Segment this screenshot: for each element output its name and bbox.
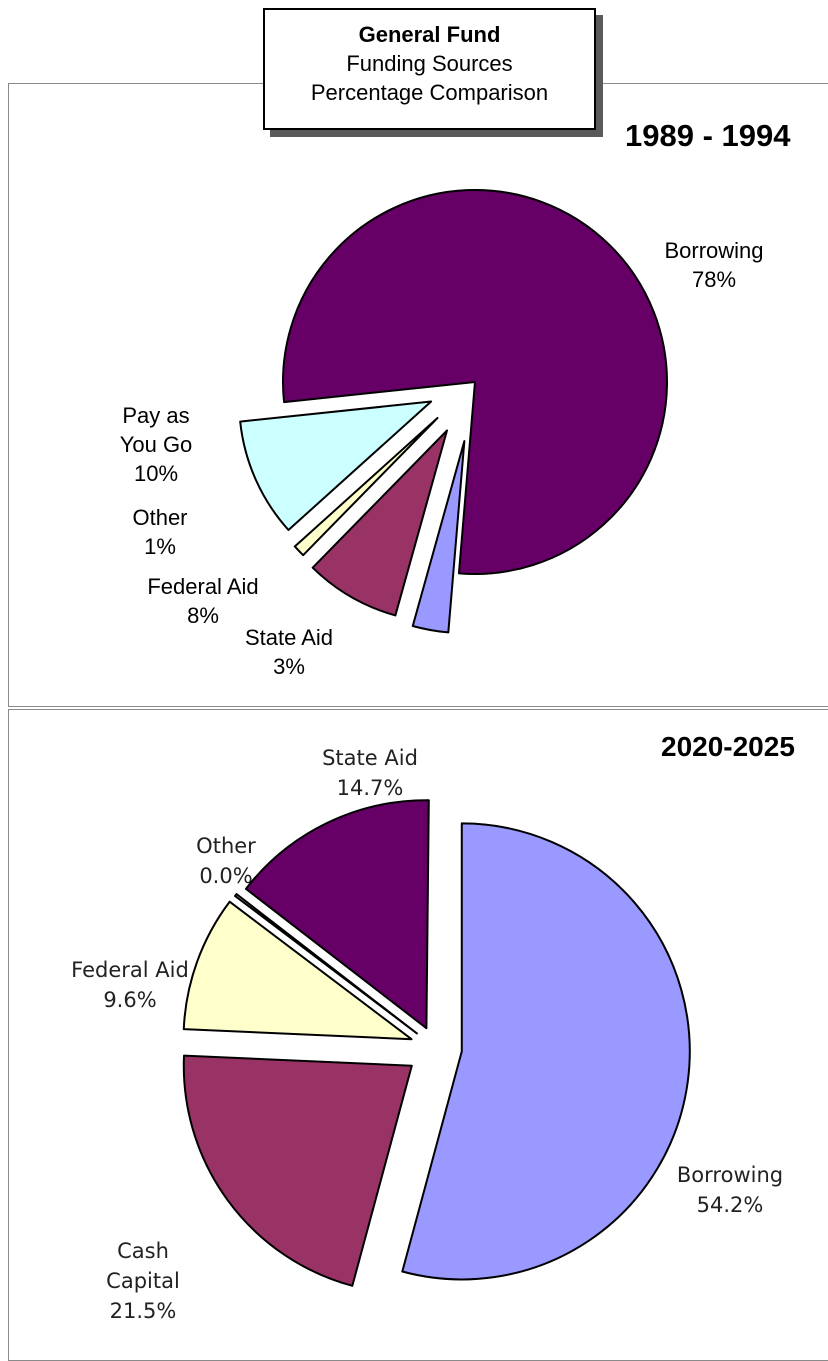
period-label-2020: 2020-2025 [661, 731, 795, 762]
label-other-1989: Other 1% [132, 505, 188, 559]
label-cash-capital-2020: Cash Capital 21.5% [106, 1239, 180, 1323]
chart-panel-1989 [8, 83, 828, 707]
label-borrowing-2020: Borrowing 54.2% [676, 1163, 784, 1217]
pie-slice-borrowing-2020 [401, 822, 691, 1281]
label-federal-2020: Federal Aid 9.6% [71, 958, 189, 1012]
pie-slice-pay-as-you-go-1989 [239, 400, 433, 531]
pie-slice-borrowing-1989 [282, 189, 668, 575]
label-state-2020: State Aid 14.7% [322, 746, 418, 800]
pie-slice-state-aid-1989 [411, 440, 466, 634]
label-other-2020: Other 0.0% [196, 834, 256, 888]
pie-slice-federal-aid-1989 [311, 429, 448, 617]
title-line-2: Funding Sources [346, 51, 513, 76]
title-line-3: Percentage Comparison [310, 80, 549, 105]
pie-slice-other-2020 [234, 893, 418, 1035]
label-payg-1989: Pay as You Go 10% [119, 403, 193, 486]
pie-slice-cash-capital-2020 [182, 1054, 413, 1287]
chart-title-box: General Fund Funding Sources Percentage … [263, 8, 596, 130]
label-borrowing-1989: Borrowing 78% [664, 238, 764, 292]
label-state-1989: State Aid 3% [244, 625, 334, 679]
period-label-1989: 1989 - 1994 [625, 118, 791, 153]
label-federal-1989: Federal Aid 8% [147, 574, 259, 628]
pie-slice-state-aid-2020 [244, 799, 430, 1030]
title-line-1: General Fund [358, 22, 501, 47]
pie-slice-other-1989 [293, 416, 439, 557]
pie-slice-federal-aid-2020 [182, 900, 413, 1041]
